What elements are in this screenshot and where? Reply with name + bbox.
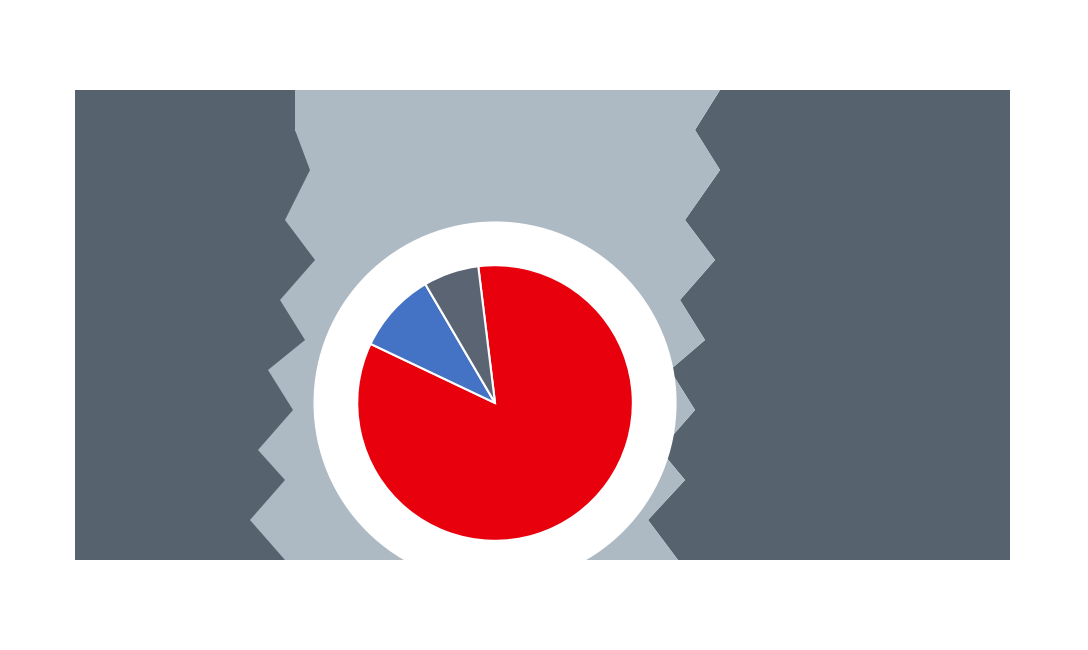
Polygon shape	[75, 90, 370, 560]
Wedge shape	[425, 266, 495, 403]
Circle shape	[314, 222, 676, 584]
Polygon shape	[390, 360, 630, 560]
Polygon shape	[648, 90, 1010, 560]
Wedge shape	[371, 284, 495, 403]
Wedge shape	[357, 265, 633, 541]
Polygon shape	[250, 90, 720, 560]
